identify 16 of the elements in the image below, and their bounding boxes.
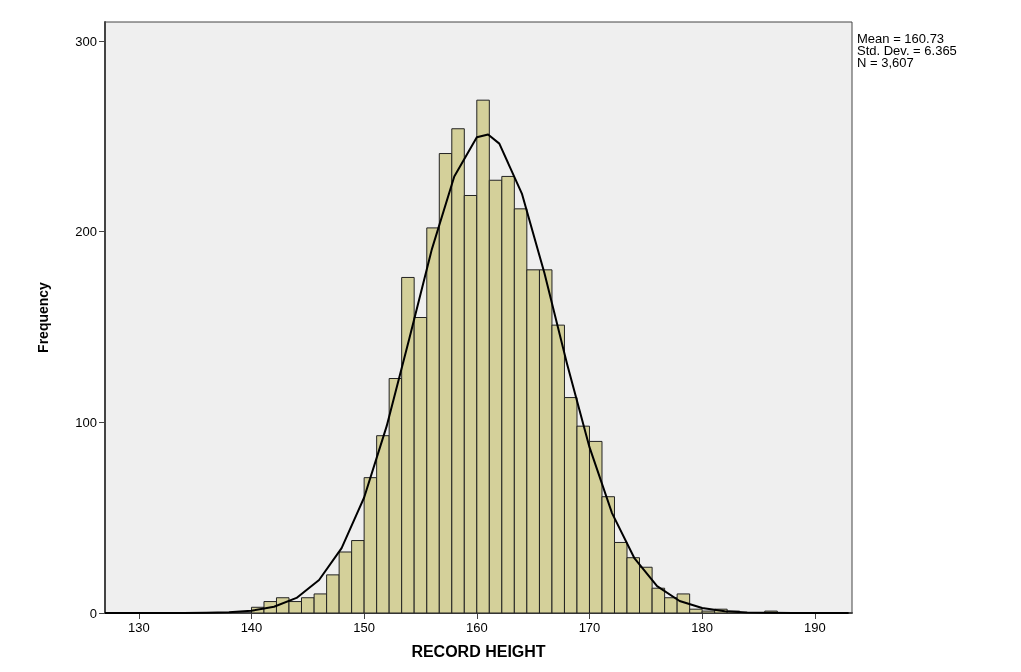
y-tick-label: 0 bbox=[89, 605, 97, 621]
text: Std. Dev. = 6.365 bbox=[857, 43, 957, 58]
y-tick-label: 300 bbox=[75, 33, 97, 49]
x-tick-label: 130 bbox=[127, 620, 150, 635]
x-tick-label: 180 bbox=[691, 620, 713, 635]
x-tick-label: 160 bbox=[465, 620, 488, 635]
y-tick-label: 100 bbox=[75, 414, 97, 430]
x-axis-title: RECORD HEIGHT bbox=[411, 642, 546, 660]
x-tick-label: 190 bbox=[803, 620, 826, 635]
text: N = 3,607 bbox=[857, 55, 914, 70]
x-tick-label: 170 bbox=[578, 620, 601, 635]
y-axis-title: Frequency bbox=[35, 281, 51, 353]
x-tick-label: 140 bbox=[240, 620, 263, 635]
x-tick-label: 150 bbox=[353, 620, 375, 635]
text: Mean = 160.73 bbox=[857, 31, 945, 46]
y-tick-label: 200 bbox=[75, 224, 97, 240]
